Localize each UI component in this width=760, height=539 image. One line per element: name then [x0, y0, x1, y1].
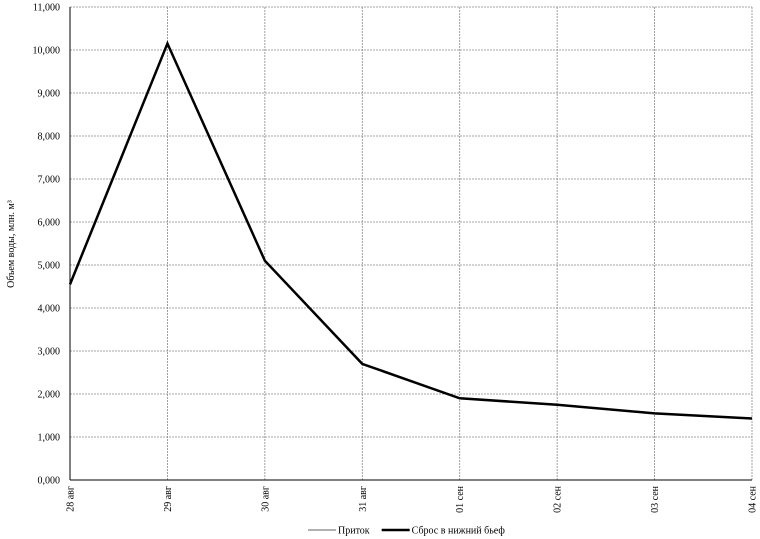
y-axis-label: Объем воды, млн. м³ — [6, 200, 17, 288]
x-tick-label: 02 сен — [553, 485, 564, 512]
y-tick-label: 0,000 — [38, 476, 61, 487]
x-tick-label: 30 авг — [260, 486, 271, 512]
y-tick-label: 4,000 — [38, 304, 61, 315]
y-tick-label: 10,000 — [33, 46, 61, 57]
y-tick-label: 1,000 — [38, 433, 61, 444]
legend-label: Сброс в нижний бьеф — [412, 526, 506, 537]
y-tick-label: 2,000 — [38, 390, 61, 401]
series-line — [69, 42, 753, 420]
y-tick-label: 9,000 — [38, 89, 61, 100]
y-tick-label: 8,000 — [38, 132, 61, 143]
x-tick-label: 01 сен — [455, 485, 466, 512]
x-tick-label: 28 авг — [66, 486, 77, 512]
legend-label: Приток — [338, 526, 370, 537]
y-tick-label: 11,000 — [33, 3, 60, 14]
y-tick-label: 3,000 — [38, 347, 61, 358]
x-tick-label: 29 авг — [163, 486, 174, 512]
x-tick-label: 31 авг — [358, 486, 369, 512]
y-tick-label: 7,000 — [38, 175, 61, 186]
y-tick-label: 6,000 — [38, 218, 61, 229]
x-tick-label: 03 сен — [650, 485, 661, 512]
y-tick-label: 5,000 — [38, 261, 61, 272]
series-line — [68, 40, 753, 420]
x-tick-label: 04 сен — [748, 485, 759, 512]
